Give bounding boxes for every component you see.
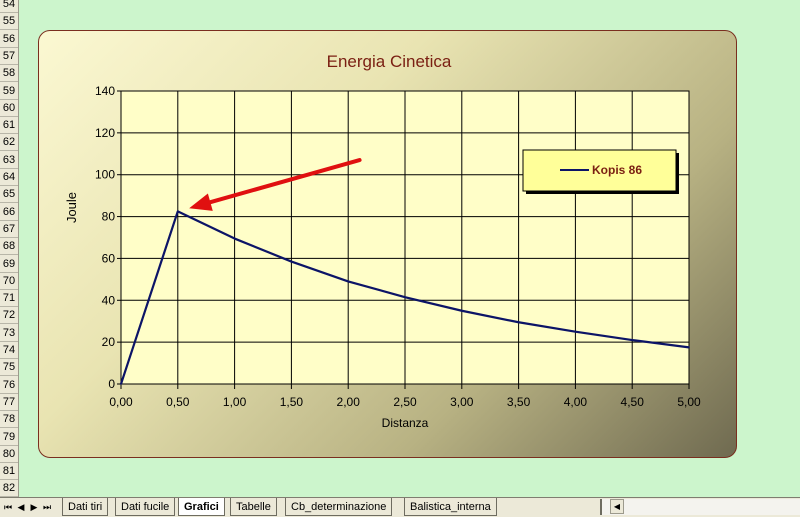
row-header[interactable]: 68 (0, 238, 18, 256)
y-tick-label: 100 (95, 168, 115, 182)
x-axis-tick-labels: 0,00 0,50 1,00 1,50 2,00 2,50 3,00 3,50 4,00 4,50… (109, 384, 701, 409)
first-sheet-button[interactable]: ⏮ (3, 502, 13, 512)
row-header[interactable]: 59 (0, 83, 18, 100)
row-header[interactable]: 65 (0, 186, 18, 204)
next-sheet-button[interactable]: ▶ (30, 502, 38, 512)
sheet-tab[interactable]: Tabelle (230, 498, 277, 516)
annotation-arrow-shaft (208, 158, 362, 205)
row-header[interactable]: 74 (0, 342, 18, 359)
row-header[interactable]: 58 (0, 65, 18, 83)
row-header[interactable]: 54 (0, 0, 18, 13)
annotation-arrow-head (189, 193, 213, 211)
row-header[interactable]: 75 (0, 359, 18, 377)
x-tick-label: 3,00 (450, 395, 474, 409)
sheet-tab[interactable]: Cb_determinazione (285, 498, 393, 516)
prev-sheet-button[interactable]: ◀ (17, 502, 25, 512)
y-tick-label: 120 (95, 126, 115, 140)
row-header[interactable]: 76 (0, 377, 18, 394)
chart-svg: Energia Cinetica 0 20 40 60 80 100 120 140 0,00… (64, 52, 701, 430)
row-header[interactable]: 56 (0, 31, 18, 48)
row-header[interactable]: 81 (0, 463, 18, 481)
y-axis-tick-labels: 0 20 40 60 80 100 120 140 (95, 84, 121, 391)
data-point (233, 237, 236, 240)
x-tick-label: 1,50 (280, 395, 304, 409)
data-point (517, 321, 520, 324)
data-point (574, 330, 577, 333)
row-header[interactable]: 71 (0, 290, 18, 308)
row-header[interactable]: 78 (0, 411, 18, 429)
data-point (631, 339, 633, 341)
y-tick-label: 60 (102, 251, 116, 265)
chart-area[interactable]: Energia Cinetica 0 20 40 60 80 100 120 140 0,00… (38, 30, 737, 458)
x-tick-label: 5,00 (677, 395, 701, 409)
y-tick-label: 140 (95, 84, 115, 98)
x-tick-label: 4,50 (621, 395, 645, 409)
horizontal-scrollbar[interactable]: ◀ (600, 499, 800, 515)
data-point (290, 260, 293, 263)
row-header[interactable]: 80 (0, 446, 18, 463)
row-header[interactable]: 62 (0, 134, 18, 152)
legend-box (522, 149, 677, 192)
x-axis-label: Distanza (382, 416, 429, 430)
row-header[interactable]: 70 (0, 273, 18, 290)
sheet-tab[interactable]: Balistica_interna (404, 498, 497, 516)
row-header[interactable]: 60 (0, 100, 18, 117)
row-header[interactable]: 82 (0, 480, 18, 498)
legend[interactable]: Kopis 86 (522, 149, 679, 194)
x-tick-label: 2,50 (393, 395, 417, 409)
row-header[interactable]: 57 (0, 48, 18, 65)
row-header[interactable]: 64 (0, 169, 18, 186)
row-header[interactable]: 77 (0, 394, 18, 411)
scroll-left-button[interactable]: ◀ (610, 499, 624, 514)
chart-title: Energia Cinetica (327, 52, 452, 71)
series-layer (119, 210, 690, 385)
y-axis-label: Joule (64, 192, 79, 223)
y-tick-label: 0 (108, 377, 115, 391)
row-header[interactable]: 61 (0, 117, 18, 135)
row-header[interactable]: 67 (0, 221, 18, 238)
y-tick-label: 20 (102, 335, 116, 349)
data-point (461, 309, 463, 312)
row-header[interactable]: 72 (0, 307, 18, 325)
sheet-tab[interactable]: Grafici (178, 498, 225, 516)
last-sheet-button[interactable]: ⏭ (42, 502, 52, 512)
row-header[interactable]: 63 (0, 152, 18, 169)
data-point (347, 280, 350, 283)
annotation-layer (189, 158, 362, 211)
x-tick-label: 0,00 (109, 395, 133, 409)
row-header[interactable]: 55 (0, 13, 18, 31)
x-tick-label: 0,50 (166, 395, 190, 409)
x-tick-label: 4,00 (564, 395, 588, 409)
data-point (177, 210, 179, 213)
gridlines (121, 90, 690, 384)
y-tick-label: 40 (102, 293, 116, 307)
x-tick-label: 1,00 (223, 395, 247, 409)
row-header[interactable]: 79 (0, 429, 18, 446)
data-point (120, 383, 122, 385)
legend-label: Kopis 86 (592, 163, 642, 177)
x-tick-label: 3,50 (507, 395, 531, 409)
data-point (404, 296, 406, 298)
x-tick-label: 2,00 (337, 395, 361, 409)
row-header[interactable]: 69 (0, 256, 18, 273)
data-point (688, 346, 690, 349)
row-headers: 54 55 56 57 58 59 60 61 62 63 64 65 66 67 68 69 70 71 72 73… (0, 0, 19, 498)
sheet-tab[interactable]: Dati fucile (115, 498, 176, 516)
y-tick-label: 80 (102, 210, 116, 224)
row-header[interactable]: 73 (0, 325, 18, 342)
sheet-tab[interactable]: Dati tiri (62, 498, 109, 516)
row-header[interactable]: 66 (0, 204, 18, 221)
sheet-tab-bar: ⏮ ◀ ▶ ⏭ Dati tiri Dati fucile Grafici Tabel… (0, 497, 800, 517)
